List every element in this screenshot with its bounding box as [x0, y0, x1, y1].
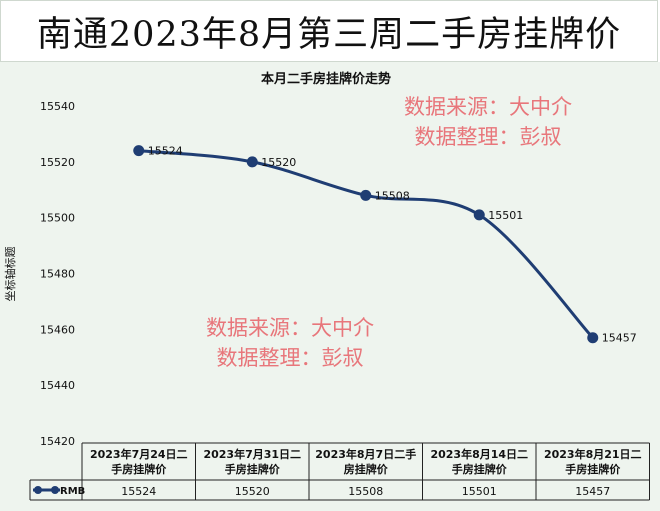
- y-axis-ticks: 15540 15520 15500 15480 15460 15440 15420: [40, 100, 75, 448]
- y-tick-label: 15520: [40, 156, 75, 169]
- x-category-label: 2023年8月14日二: [430, 447, 528, 461]
- y-axis-label: 坐标轴标题: [3, 247, 17, 302]
- data-point: [360, 189, 372, 201]
- x-category-label: 房挂牌价: [344, 462, 389, 476]
- watermark-middle-line1: 数据来源：大中介: [206, 316, 374, 340]
- watermark-top-line1: 数据来源：大中介: [404, 95, 572, 119]
- watermark-middle: 数据来源：大中介 数据整理：彭叔: [206, 313, 374, 373]
- watermark-top-line2: 数据整理：彭叔: [414, 125, 562, 149]
- y-tick-label: 15440: [40, 379, 75, 392]
- table-value-cell: 15457: [575, 485, 610, 498]
- page-title-box: 南通2023年8月第三周二手房挂牌价: [0, 0, 658, 62]
- data-point: [133, 145, 145, 157]
- y-tick-label: 15500: [40, 212, 75, 225]
- legend-marker: [51, 486, 59, 494]
- x-category-label: 2023年8月7日二手: [315, 447, 416, 461]
- x-category-label: 手房挂牌价: [111, 462, 167, 476]
- chart-title: 本月二手房挂牌价走势: [261, 71, 391, 87]
- x-category-label: 2023年8月21日二: [544, 447, 642, 461]
- x-category-label: 手房挂牌价: [452, 462, 508, 476]
- x-category-label: 手房挂牌价: [565, 462, 621, 476]
- watermark-middle-line2: 数据整理：彭叔: [216, 346, 364, 370]
- data-label: 15520: [261, 156, 296, 169]
- legend-marker: [34, 486, 42, 494]
- data-label: 15524: [148, 145, 183, 158]
- table-value-cell: 15524: [121, 485, 156, 498]
- y-tick-label: 15480: [40, 268, 75, 281]
- page-title: 南通2023年8月第三周二手房挂牌价: [36, 14, 622, 55]
- table-value-cell: 15508: [348, 485, 383, 498]
- data-label: 15501: [488, 209, 523, 222]
- y-tick-label: 15420: [40, 435, 75, 448]
- data-point: [587, 332, 599, 344]
- data-label: 15457: [602, 332, 637, 345]
- y-tick-label: 15540: [40, 100, 75, 113]
- table-value-cell: 15501: [462, 485, 497, 498]
- x-category-label: 2023年7月24日二: [90, 447, 188, 461]
- data-point: [246, 156, 258, 168]
- series-line: [138, 149, 594, 339]
- x-category-label: 2023年7月31日二: [203, 447, 301, 461]
- data-label: 15508: [375, 189, 410, 202]
- x-category-label: 手房挂牌价: [225, 462, 281, 476]
- data-point: [473, 209, 485, 221]
- legend-series-name: RMB: [60, 486, 85, 497]
- watermark-top: 数据来源：大中介 数据整理：彭叔: [404, 92, 572, 152]
- y-tick-label: 15460: [40, 323, 75, 336]
- data-table: 2023年7月24日二手房挂牌价2023年7月31日二手房挂牌价2023年8月7…: [29, 442, 650, 501]
- series-line-layer: 15524 15520 15508 15501 15457: [133, 145, 637, 345]
- table-value-cell: 15520: [235, 485, 270, 498]
